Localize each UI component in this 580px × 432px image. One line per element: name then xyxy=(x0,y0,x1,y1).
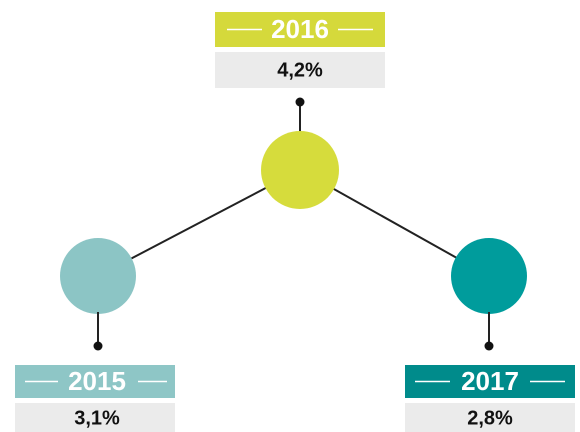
year-label: 2017 xyxy=(461,366,519,396)
year-label: 2015 xyxy=(68,366,126,396)
dot xyxy=(93,341,103,351)
value-label: 3,1% xyxy=(74,407,120,429)
node-2015: 2015 3,1% xyxy=(15,238,175,432)
circle xyxy=(261,131,339,209)
node-2017: 2017 2,8% xyxy=(405,238,575,432)
value-label: 4,2% xyxy=(277,59,323,81)
value-label: 2,8% xyxy=(467,407,513,429)
circle xyxy=(451,238,527,314)
dot xyxy=(295,97,305,107)
year-label: 2016 xyxy=(271,14,329,44)
dot xyxy=(484,341,494,351)
value-box xyxy=(405,403,575,432)
node-2016: 2016 4,2% xyxy=(215,12,385,209)
circle xyxy=(60,238,136,314)
value-box xyxy=(15,403,175,432)
value-box xyxy=(215,52,385,88)
